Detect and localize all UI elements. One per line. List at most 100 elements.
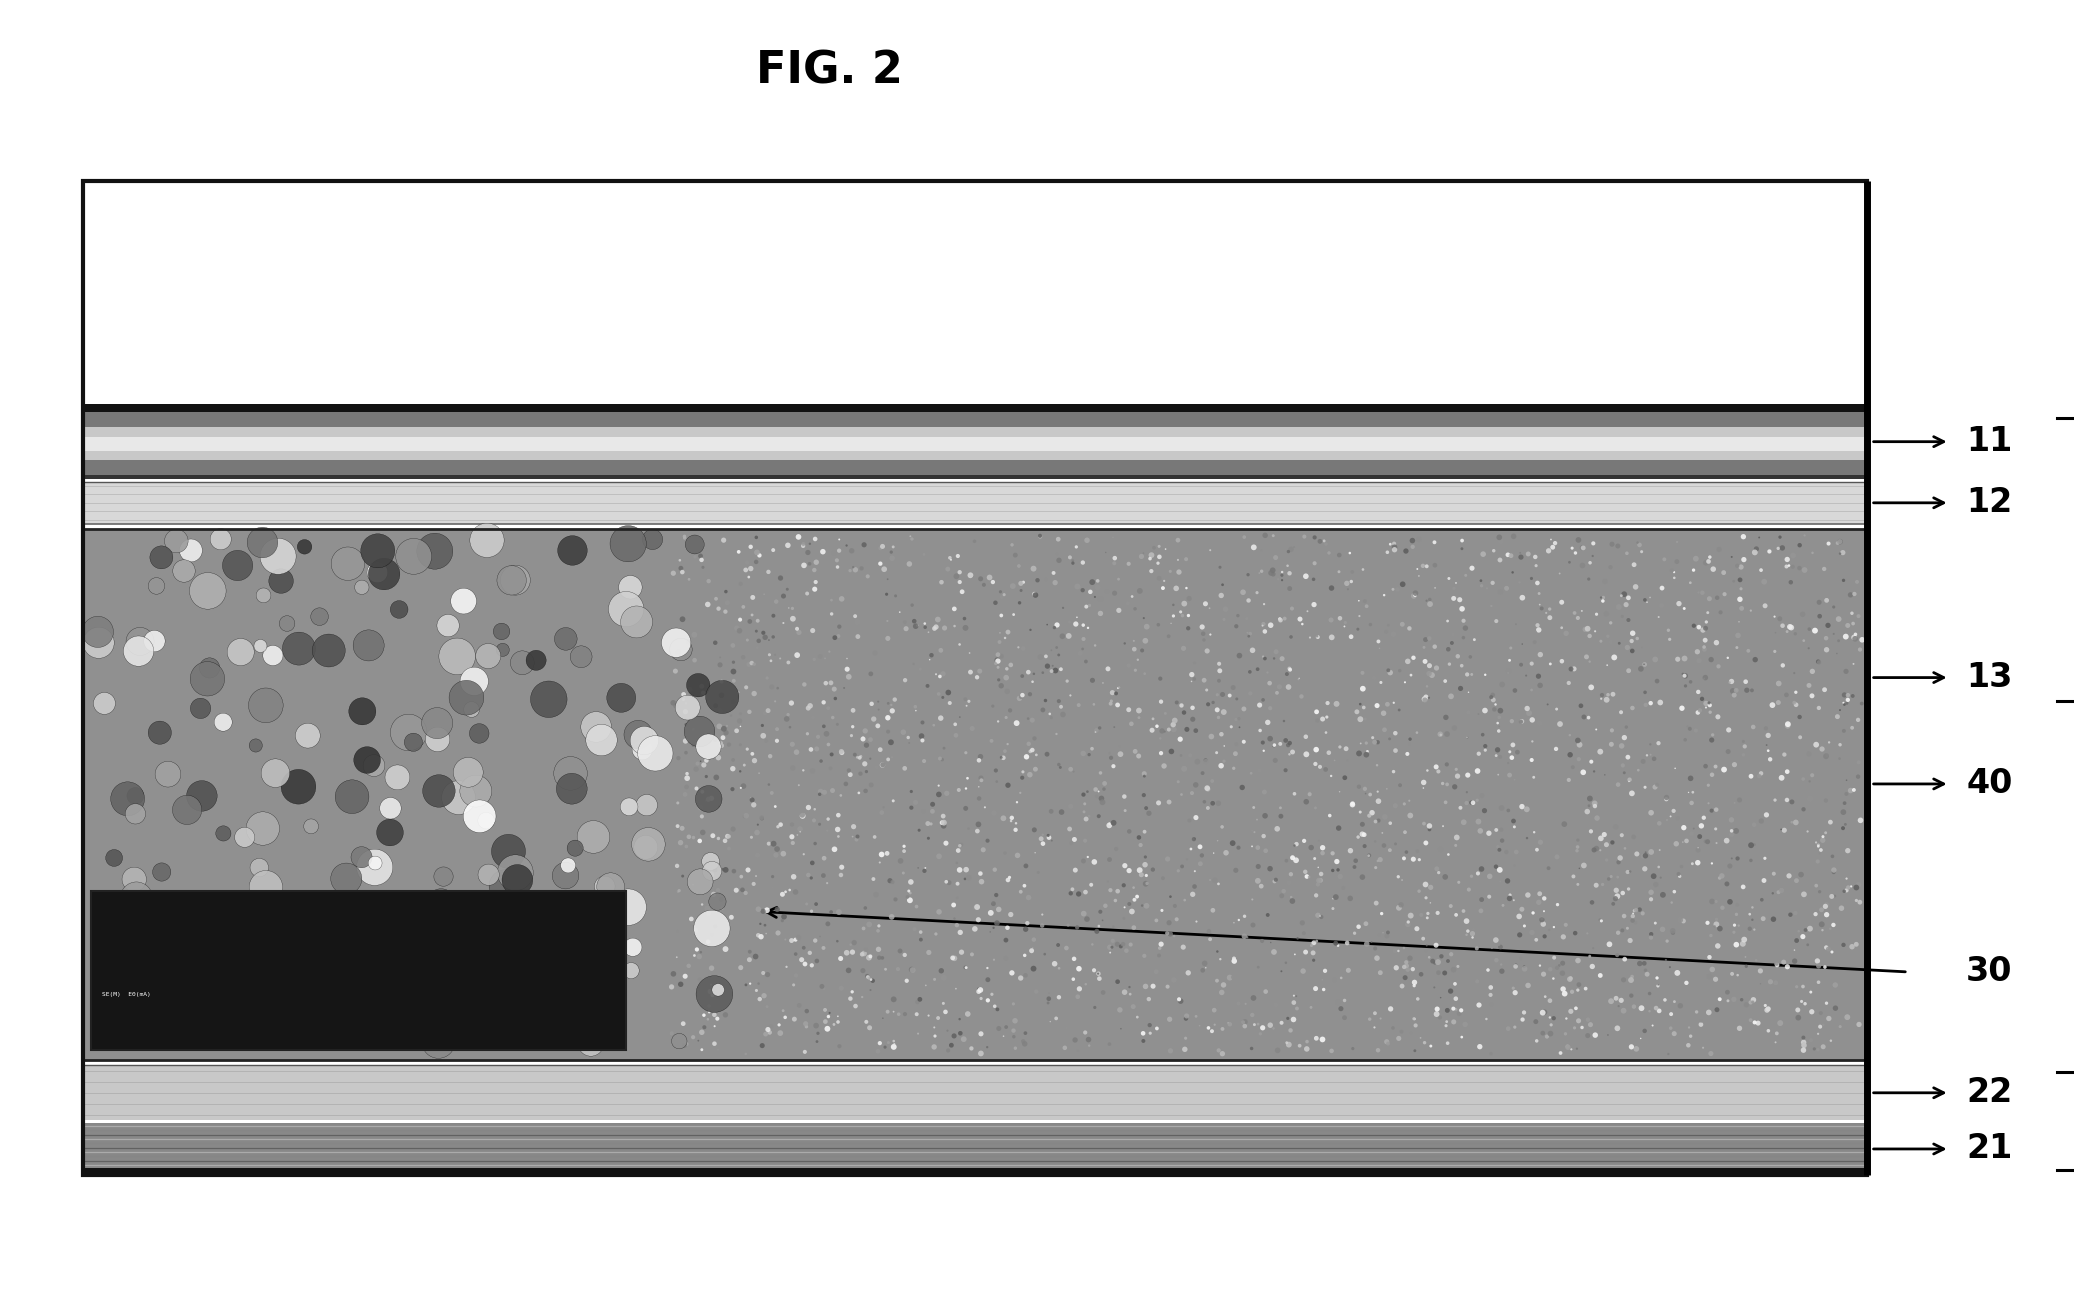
Point (1325, 967, 1358, 988)
Point (1585, 688, 1618, 709)
Point (753, 630, 786, 651)
Point (747, 715, 780, 736)
Point (1446, 656, 1479, 676)
Point (879, 586, 913, 607)
Point (1273, 1020, 1307, 1041)
Point (1081, 920, 1114, 941)
Point (485, 621, 518, 642)
Point (1829, 784, 1862, 804)
Point (1711, 874, 1744, 895)
Point (1099, 683, 1132, 704)
Point (1172, 811, 1205, 831)
Point (1607, 949, 1641, 970)
Point (817, 700, 850, 720)
Point (1454, 647, 1487, 667)
Point (1383, 700, 1417, 720)
Point (1589, 824, 1622, 844)
Point (1099, 839, 1132, 860)
Point (1072, 745, 1105, 766)
Point (1520, 555, 1553, 576)
Point (1029, 691, 1062, 711)
Point (1568, 706, 1601, 727)
Point (1195, 771, 1228, 791)
Point (1779, 695, 1813, 715)
Point (1108, 897, 1141, 918)
Point (701, 891, 734, 911)
Point (977, 893, 1010, 914)
Point (1130, 616, 1164, 636)
Point (1719, 803, 1753, 824)
Point (1043, 691, 1076, 711)
Point (1033, 1011, 1066, 1032)
Point (660, 661, 693, 682)
Point (832, 760, 865, 781)
Point (1549, 914, 1582, 935)
Point (1170, 549, 1203, 569)
Point (1570, 618, 1603, 639)
Point (1087, 791, 1120, 812)
Point (844, 558, 877, 578)
Point (1510, 828, 1543, 848)
Point (1269, 851, 1302, 871)
Point (1522, 594, 1556, 615)
Point (734, 973, 767, 994)
Point (946, 581, 979, 602)
Point (1039, 660, 1072, 680)
Point (1429, 791, 1462, 812)
Point (1431, 1011, 1464, 1032)
Point (1495, 562, 1529, 582)
Point (207, 824, 241, 844)
Point (1479, 820, 1512, 840)
Point (713, 705, 747, 726)
Point (1618, 554, 1651, 574)
Point (776, 758, 809, 778)
Point (1130, 873, 1164, 893)
Point (1732, 640, 1765, 661)
Point (1103, 936, 1137, 957)
Point (610, 599, 643, 620)
Point (1066, 580, 1099, 600)
Point (1056, 879, 1089, 900)
Point (1433, 568, 1466, 589)
Point (674, 909, 707, 930)
Point (1777, 950, 1811, 971)
Point (686, 556, 720, 577)
Point (1524, 909, 1558, 930)
Point (1408, 651, 1441, 671)
Point (1657, 991, 1690, 1012)
Point (1421, 951, 1454, 972)
Point (1429, 671, 1462, 692)
Point (767, 613, 801, 634)
Point (1786, 991, 1819, 1012)
Point (908, 617, 942, 638)
Point (1775, 556, 1809, 577)
Point (1205, 755, 1238, 776)
Point (1354, 784, 1388, 804)
Point (937, 616, 971, 636)
Point (1479, 698, 1512, 719)
Point (1470, 1008, 1504, 1029)
Point (1388, 957, 1421, 977)
Point (877, 1002, 910, 1022)
Point (1209, 599, 1242, 620)
Point (1572, 569, 1605, 590)
Point (1195, 727, 1228, 747)
Point (751, 900, 784, 920)
Point (1723, 790, 1757, 811)
Point (440, 646, 473, 666)
Point (1595, 534, 1628, 555)
Point (1012, 733, 1045, 754)
Point (948, 957, 981, 977)
Point (1717, 922, 1750, 942)
Point (1676, 782, 1709, 803)
Point (1736, 717, 1769, 737)
Point (1290, 866, 1323, 887)
Point (1379, 940, 1412, 961)
Point (1556, 757, 1589, 777)
Point (1802, 605, 1835, 626)
Point (421, 729, 454, 750)
Point (1006, 572, 1039, 593)
Point (821, 1006, 854, 1026)
Point (1587, 587, 1620, 608)
Point (1365, 1008, 1398, 1029)
